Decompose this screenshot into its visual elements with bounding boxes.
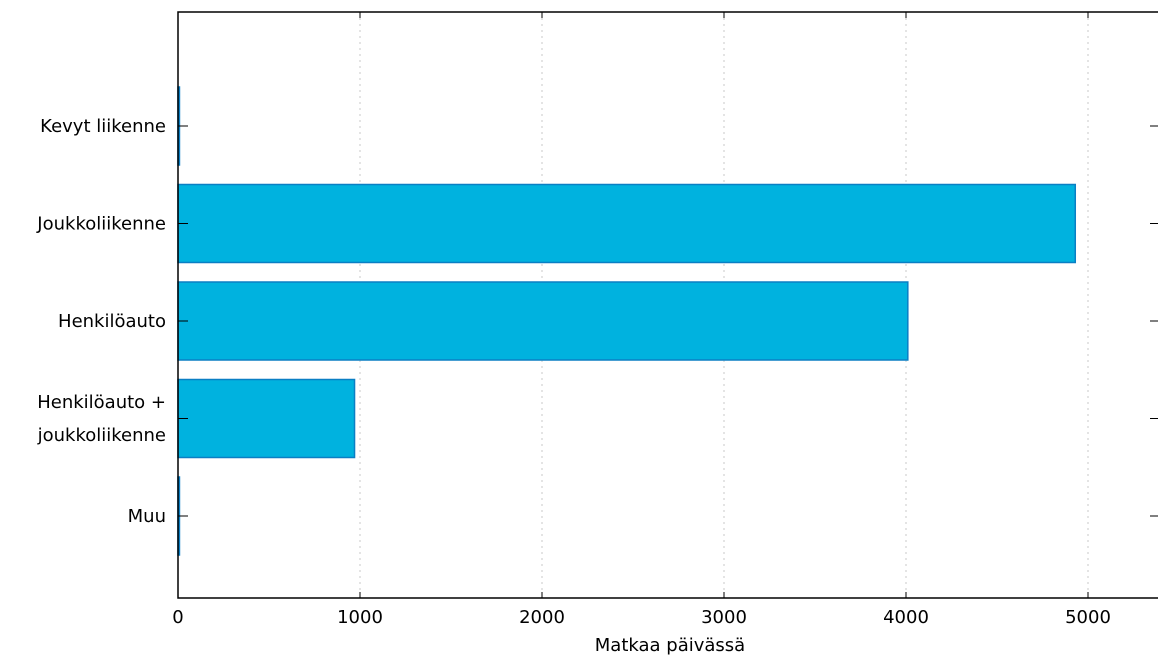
category-label-line: Henkilöauto + xyxy=(37,392,166,413)
grid-lines xyxy=(359,12,1089,598)
category-labels: Kevyt liikenne Joukkoliikenne Henkilöauto H… xyxy=(36,116,166,527)
x-tick-label: 5000 xyxy=(1065,607,1111,628)
bars xyxy=(177,86,1077,556)
x-tick-label: 4000 xyxy=(883,607,929,628)
x-tick-label: 1000 xyxy=(337,607,383,628)
category-label-line: Muu xyxy=(128,506,166,527)
plot-frame xyxy=(177,11,1158,599)
category-label: Joukkoliikenne xyxy=(36,214,166,235)
category-label: Henkilöauto + joukkoliikenne xyxy=(37,392,166,446)
x-tick-label: 2000 xyxy=(519,607,565,628)
category-label-line: Kevyt liikenne xyxy=(40,116,166,137)
category-label: Kevyt liikenne xyxy=(40,116,166,137)
bar xyxy=(177,378,356,459)
x-tick-labels: 0 1000 2000 3000 4000 5000 xyxy=(172,607,1111,628)
category-label-line: Joukkoliikenne xyxy=(36,214,166,235)
category-label-line: Henkilöauto xyxy=(58,311,166,332)
ticks xyxy=(177,12,1158,598)
category-label-line: joukkoliikenne xyxy=(37,425,166,446)
x-tick-label: 0 xyxy=(172,607,183,628)
x-axis-label: Matkaa päivässä xyxy=(595,635,745,656)
bar xyxy=(177,183,1077,264)
category-label: Henkilöauto xyxy=(58,311,166,332)
bar xyxy=(177,281,909,361)
category-label: Muu xyxy=(128,506,166,527)
x-tick-label: 3000 xyxy=(701,607,747,628)
